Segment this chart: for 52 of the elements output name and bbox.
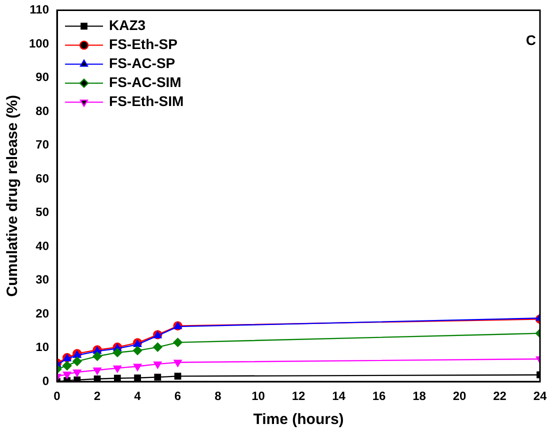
point (154, 361, 162, 369)
legend-label: FS-AC-SP (109, 55, 176, 72)
x-tick-label: 4 (134, 389, 142, 404)
x-axis-title: Time (hours) (253, 411, 344, 428)
x-tick-label: 24 (533, 389, 547, 404)
point (174, 360, 182, 367)
point (173, 338, 182, 348)
y-tick-label: 30 (36, 272, 50, 287)
x-tick-label: 22 (493, 389, 507, 404)
annotation: C (526, 32, 536, 48)
legend-label: FS-AC-SIM (109, 74, 182, 90)
legend-label: FS-Eth-SP (109, 36, 178, 52)
x-tick-label: 20 (452, 389, 466, 404)
point (114, 374, 121, 382)
point (133, 364, 142, 372)
y-tick-label: 100 (28, 36, 50, 50)
point (73, 370, 82, 377)
x-tick-label: 14 (332, 389, 346, 404)
y-axis-title: Cumulative drug release (%) (4, 95, 22, 297)
x-tick-label: 18 (412, 389, 426, 404)
y-tick-label: 20 (36, 306, 50, 320)
x-tick-label: 6 (174, 389, 182, 404)
x-tick-label: 0 (54, 389, 61, 404)
point (72, 356, 82, 366)
y-tick-label: 90 (36, 70, 50, 84)
x-tick-label: 16 (372, 389, 386, 404)
y-tick-label: 0 (42, 374, 50, 388)
point (134, 374, 141, 382)
point (63, 372, 72, 379)
y-tick-label: 40 (36, 238, 50, 253)
y-tick-label: 80 (36, 104, 50, 118)
legend-label: KAZ3 (109, 17, 146, 34)
x-tick-label: 12 (292, 389, 306, 404)
point (74, 376, 81, 382)
point (62, 361, 72, 370)
y-tick-label: 70 (36, 138, 50, 152)
x-tick-label: 10 (252, 389, 266, 404)
point (132, 346, 142, 356)
point (154, 374, 162, 381)
y-tick-label: 10 (36, 340, 50, 354)
y-tick-label: 110 (30, 2, 50, 17)
point (153, 342, 162, 352)
x-tick-label: 2 (94, 389, 101, 404)
point (174, 372, 182, 380)
y-tick-label: 50 (36, 205, 50, 220)
legend-label: FS-Eth-SIM (109, 93, 184, 110)
point (113, 365, 122, 373)
x-tick-label: 8 (214, 389, 222, 404)
y-tick-label: 60 (36, 171, 50, 186)
point (112, 348, 122, 358)
point (92, 352, 102, 361)
point (93, 368, 102, 375)
